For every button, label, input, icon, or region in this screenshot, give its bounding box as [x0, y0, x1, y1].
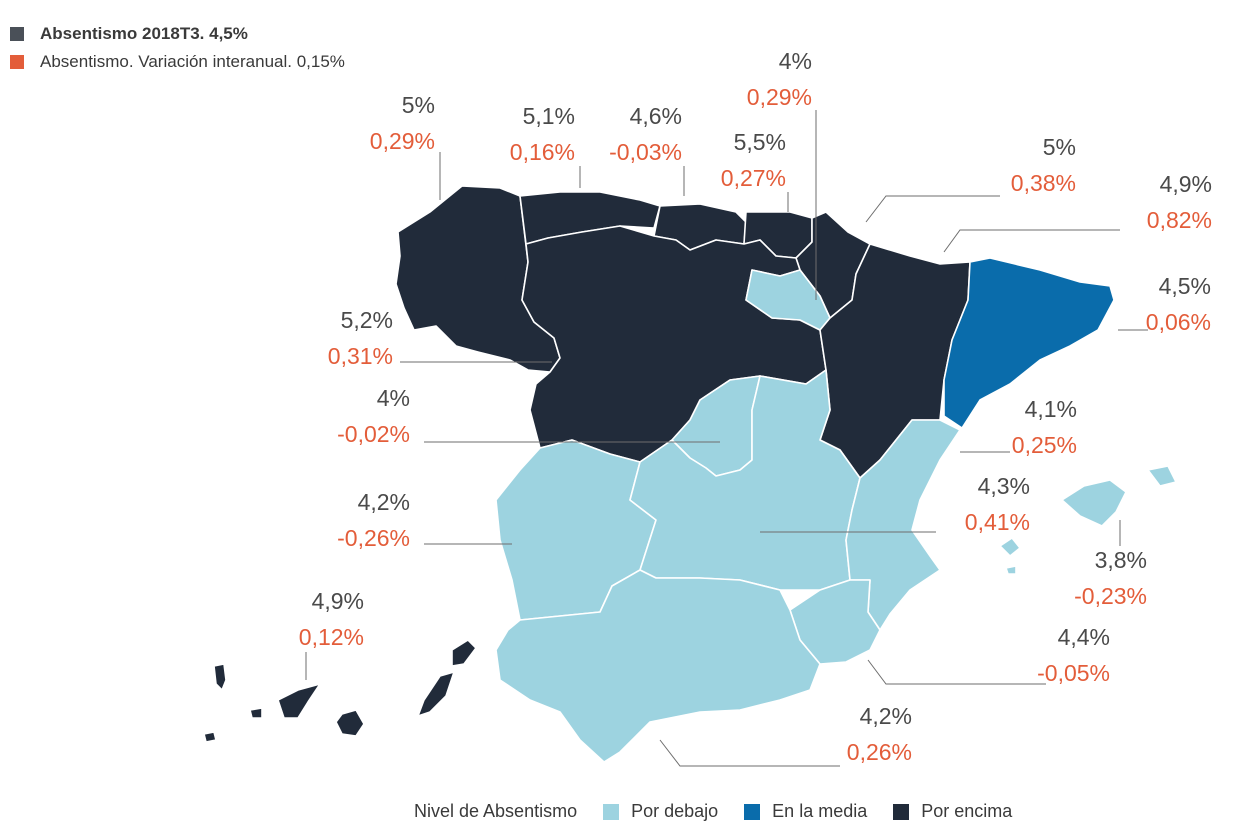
legend-item-en-la-media: En la media	[744, 801, 867, 822]
label-variacion-murcia: -0,05%	[1037, 660, 1110, 686]
region-murcia	[789, 579, 881, 665]
label-variacion-navarra: 0,27%	[721, 165, 786, 191]
label-absentismo-navarra: 5,5%	[734, 129, 786, 155]
label-absentismo-cataluna: 4,5%	[1159, 273, 1211, 299]
region-andalucia	[495, 569, 821, 763]
legend-label-por-encima: Por encima	[921, 801, 1013, 821]
label-absentismo-asturias: 5%	[402, 92, 435, 118]
leader-murcia	[867, 659, 1046, 685]
label-variacion-galicia: 0,31%	[328, 343, 393, 369]
label-variacion-asturias: 0,29%	[370, 128, 435, 154]
legend-variacion-label: Absentismo. Variación interanual. 0,15%	[40, 52, 345, 71]
legend-swatch-variacion	[10, 55, 24, 69]
label-absentismo-canarias: 4,9%	[312, 588, 364, 614]
region-cataluna	[943, 257, 1115, 429]
legend-item-por-debajo: Por debajo	[603, 801, 718, 822]
legend-absentismo-label: Absentismo 2018T3. 4,5%	[40, 24, 248, 43]
region-canarias-la-gomera	[249, 707, 263, 719]
label-absentismo-extremadura: 4,2%	[358, 489, 410, 515]
label-variacion-extremadura: -0,26%	[337, 525, 410, 551]
leader-aragon	[865, 195, 1000, 223]
swatch-en-la-media	[744, 803, 761, 820]
top-legend: Absentismo 2018T3. 4,5% Absentismo. Vari…	[10, 20, 345, 76]
label-absentismo-murcia: 4,4%	[1058, 624, 1110, 650]
legend-variacion: Absentismo. Variación interanual. 0,15%	[10, 48, 345, 76]
legend-label-por-debajo: Por debajo	[631, 801, 719, 821]
label-absentismo-andalucia: 4,2%	[860, 703, 912, 729]
label-absentismo-pais-vasco: 4,6%	[630, 103, 682, 129]
label-variacion-baleares: -0,23%	[1074, 583, 1147, 609]
region-canarias-fuerteventura	[417, 671, 455, 717]
region-baleares-ibiza	[999, 537, 1021, 557]
label-variacion-cataluna: 0,06%	[1146, 309, 1211, 335]
region-baleares-mallorca	[1061, 479, 1127, 527]
leader-lines	[305, 110, 1148, 767]
label-absentismo-comunidad-valenciana: 4,1%	[1025, 396, 1077, 422]
label-variacion-cantabria: 0,16%	[510, 139, 575, 165]
label-absentismo-castilla-la-mancha: 4,3%	[978, 473, 1030, 499]
label-variacion-canarias: 0,12%	[299, 624, 364, 650]
label-variacion-madrid: -0,02%	[337, 421, 410, 447]
region-canarias-la-palma	[213, 663, 227, 691]
region-baleares-formentera	[1005, 565, 1017, 575]
region-labels: 5,2% 0,31% 5% 0,29% 5,1% 0,16% 4,6% -0,03% 5,5% 0…	[299, 48, 1212, 765]
label-variacion-aragon: 0,38%	[1011, 170, 1076, 196]
leader-andalucia	[659, 739, 840, 767]
label-variacion-la-rioja: 0,29%	[747, 84, 812, 110]
label-absentismo-aragon: 5%	[1043, 134, 1076, 160]
swatch-por-encima	[893, 803, 910, 820]
label-variacion-castilla-y-leon: 0,82%	[1147, 207, 1212, 233]
bottom-legend: Nivel de Absentismo Por debajo En la med…	[414, 801, 1012, 822]
legend-swatch-absentismo	[10, 27, 24, 41]
label-variacion-castilla-la-mancha: 0,41%	[965, 509, 1030, 535]
label-variacion-comunidad-valenciana: 0,25%	[1012, 432, 1077, 458]
legend-title: Nivel de Absentismo	[414, 801, 578, 821]
label-variacion-pais-vasco: -0,03%	[609, 139, 682, 165]
label-absentismo-baleares: 3,8%	[1095, 547, 1147, 573]
label-absentismo-madrid: 4%	[377, 385, 410, 411]
region-canarias-el-hierro	[203, 731, 217, 743]
region-canarias-gran-canaria	[335, 709, 365, 737]
label-variacion-andalucia: 0,26%	[847, 739, 912, 765]
region-canarias-lanzarote	[451, 639, 477, 667]
swatch-por-debajo	[603, 803, 620, 820]
legend-label-en-la-media: En la media	[772, 801, 868, 821]
region-baleares-menorca	[1147, 465, 1177, 487]
label-absentismo-galicia: 5,2%	[341, 307, 393, 333]
label-absentismo-castilla-y-leon: 4,9%	[1160, 171, 1212, 197]
region-canarias-tenerife	[277, 683, 321, 719]
legend-absentismo: Absentismo 2018T3. 4,5%	[10, 20, 345, 48]
label-absentismo-la-rioja: 4%	[779, 48, 812, 74]
leader-castilla-y-leon	[943, 229, 1120, 253]
region-comunidad-valenciana	[845, 419, 961, 631]
legend-item-por-encima: Por encima	[893, 801, 1012, 822]
label-absentismo-cantabria: 5,1%	[523, 103, 575, 129]
